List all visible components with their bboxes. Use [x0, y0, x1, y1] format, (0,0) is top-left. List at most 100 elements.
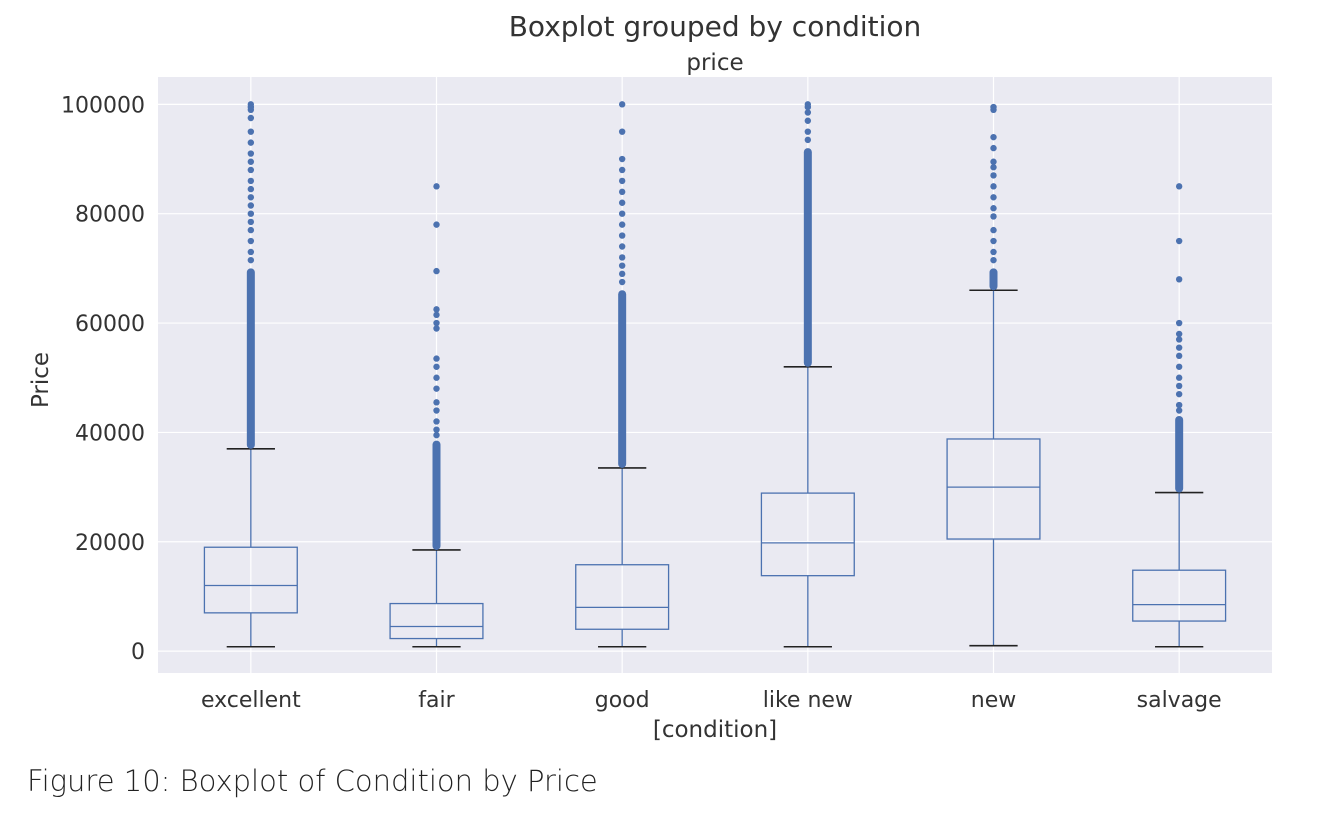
- outlier-point: [433, 426, 440, 433]
- outlier-cluster: [1175, 416, 1184, 493]
- outlier-point: [1175, 319, 1183, 327]
- outlier-point: [990, 133, 997, 141]
- outlier-point: [1175, 374, 1183, 381]
- outlier-point: [433, 319, 440, 327]
- outlier-point: [618, 188, 626, 196]
- iqr-box: [575, 564, 670, 630]
- y-tick-label: 80000: [75, 203, 145, 228]
- x-tick-label: like new: [763, 688, 853, 713]
- outlier-point: [247, 256, 255, 264]
- outlier-point: [433, 399, 440, 406]
- outlier-point: [247, 166, 255, 174]
- outlier-cluster: [246, 268, 255, 449]
- outlier-point: [247, 128, 255, 135]
- y-tick-label: 40000: [75, 421, 145, 446]
- outlier-point: [247, 226, 255, 234]
- outlier-point: [804, 117, 812, 124]
- x-axis-label: [condition]: [653, 717, 777, 743]
- outlier-point: [247, 194, 255, 201]
- outlier-point: [1175, 401, 1183, 409]
- outlier-point: [433, 325, 440, 332]
- outlier-point: [618, 232, 626, 239]
- outlier-point: [618, 199, 626, 206]
- outlier-point: [433, 385, 440, 392]
- outlier-point: [433, 183, 440, 190]
- outlier-point: [618, 278, 626, 286]
- outlier-point: [990, 205, 997, 212]
- outlier-point: [618, 155, 626, 163]
- outlier-point: [990, 213, 997, 220]
- outlier-point: [247, 150, 255, 157]
- outlier-point: [990, 158, 997, 165]
- y-axis-label: Price: [28, 352, 54, 408]
- figure-caption: Figure 10: Boxplot of Condition by Price: [27, 764, 598, 798]
- outlier-point: [990, 237, 997, 245]
- outlier-point: [618, 128, 626, 135]
- outlier-point: [1175, 237, 1183, 245]
- outlier-point: [247, 237, 255, 245]
- outlier-point: [618, 210, 626, 217]
- y-tick-label: 100000: [61, 93, 145, 118]
- outlier-point: [990, 226, 997, 234]
- outlier-cluster: [989, 268, 998, 291]
- chart-subtitle: price: [686, 50, 743, 76]
- outlier-point: [433, 221, 440, 228]
- outlier-point: [618, 177, 626, 185]
- outlier-point: [247, 218, 255, 226]
- outlier-point: [247, 202, 255, 209]
- outlier-point: [247, 248, 255, 256]
- iqr-box: [203, 546, 298, 614]
- x-tick-labels: excellent fair good like new new salvage: [201, 688, 1222, 713]
- outlier-point: [1175, 330, 1183, 338]
- outlier-point: [1175, 344, 1183, 351]
- outlier-point: [433, 267, 440, 275]
- outlier-point: [990, 194, 997, 201]
- x-tick-label: excellent: [201, 688, 301, 713]
- outlier-point: [1175, 390, 1183, 398]
- outlier-point: [247, 210, 255, 217]
- outlier-point: [990, 248, 997, 256]
- outlier-point: [990, 256, 997, 264]
- outlier-point: [1175, 183, 1183, 190]
- outlier-point: [433, 418, 440, 425]
- outlier-point: [1175, 407, 1183, 414]
- x-tick-label: fair: [418, 688, 455, 713]
- outlier-point: [618, 262, 626, 269]
- box-group-excellent: [203, 101, 298, 648]
- x-tick-label: good: [595, 688, 650, 713]
- outlier-point: [990, 183, 997, 190]
- outlier-point: [433, 363, 440, 370]
- outlier-point: [433, 355, 440, 362]
- outlier-point: [618, 221, 626, 228]
- y-tick-labels: 0 20000 40000 60000 80000 100000: [61, 93, 145, 665]
- outlier-point: [618, 166, 626, 174]
- x-tick-label: new: [971, 688, 1016, 713]
- box-group-new: [946, 103, 1041, 647]
- chart-title: Boxplot grouped by condition: [509, 10, 922, 43]
- outlier-point: [804, 109, 812, 116]
- y-tick-label: 0: [131, 640, 145, 665]
- outlier-point: [990, 164, 997, 171]
- outlier-point: [990, 144, 997, 152]
- outlier-point: [247, 114, 255, 122]
- outlier-point: [618, 101, 626, 108]
- x-tick-label: salvage: [1137, 688, 1222, 713]
- outlier-point: [618, 243, 626, 250]
- iqr-box: [389, 602, 484, 640]
- iqr-box: [1132, 569, 1227, 622]
- outlier-cluster: [618, 290, 627, 468]
- box-group-good: [575, 101, 670, 648]
- boxes-layer: [203, 101, 1227, 648]
- box-group-like-new: [760, 101, 855, 648]
- plot-background: [158, 77, 1272, 673]
- iqr-box: [946, 438, 1041, 540]
- y-tick-label: 60000: [75, 312, 145, 337]
- outlier-point: [990, 103, 997, 111]
- outlier-point: [247, 101, 255, 108]
- outlier-point: [247, 185, 255, 193]
- outlier-point: [804, 128, 812, 135]
- y-tick-label: 20000: [75, 531, 145, 556]
- outlier-point: [433, 311, 440, 319]
- outlier-point: [247, 177, 255, 185]
- outlier-cluster: [803, 148, 812, 367]
